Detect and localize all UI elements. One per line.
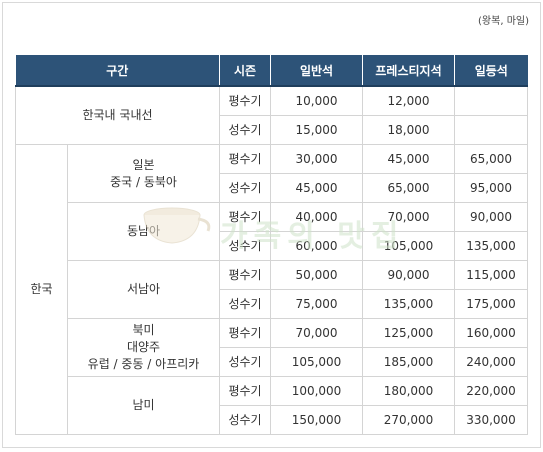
- economy-cell: 70,000: [270, 318, 363, 348]
- region-line: 동남아: [126, 224, 161, 238]
- header-first: 일등석: [454, 55, 528, 87]
- table-row: 성수기 105,000 185,000 240,000: [16, 347, 528, 377]
- season-cell: 성수기: [219, 347, 271, 377]
- region-line: 북미: [132, 323, 155, 337]
- first-cell: 135,000: [454, 231, 528, 261]
- region-line: 유럽 / 중동 / 아프리카: [87, 357, 200, 371]
- region-japan-china: 일본 중국 / 동북아: [67, 144, 220, 203]
- season-cell: 성수기: [219, 289, 271, 319]
- mileage-table: 구간 시즌 일반석 프레스티지석 일등석 한국내 국내선 평수기 10,000 …: [15, 55, 528, 435]
- prestige-cell: 12,000: [362, 85, 455, 116]
- economy-cell: 15,000: [270, 115, 363, 145]
- economy-cell: 60,000: [270, 231, 363, 261]
- prestige-cell: 105,000: [362, 231, 455, 261]
- table-row: 성수기 45,000 65,000 95,000: [16, 173, 528, 203]
- header-economy: 일반석: [270, 55, 363, 87]
- prestige-cell: 185,000: [362, 347, 455, 377]
- unit-note: (왕복, 마일): [478, 16, 529, 27]
- table-row: 동남아 평수기 40,000 70,000 90,000: [16, 202, 528, 261]
- season-cell: 성수기: [219, 405, 271, 435]
- prestige-cell: 180,000: [362, 376, 455, 406]
- first-cell: 160,000: [454, 318, 528, 348]
- first-cell: 115,000: [454, 260, 528, 290]
- season-cell: 평수기: [219, 85, 271, 116]
- season-cell: 성수기: [219, 173, 271, 203]
- first-cell: 95,000: [454, 173, 528, 203]
- first-cell: 90,000: [454, 202, 528, 232]
- prestige-cell: 125,000: [362, 318, 455, 348]
- region-line: 서남아: [126, 282, 161, 296]
- region-southwest-asia: 서남아: [67, 260, 220, 319]
- economy-cell: 100,000: [270, 376, 363, 406]
- first-cell: 65,000: [454, 144, 528, 174]
- route-korea: 한국: [15, 144, 68, 435]
- prestige-cell: 18,000: [362, 115, 455, 145]
- route-domestic: 한국내 국내선: [15, 85, 220, 145]
- economy-cell: 30,000: [270, 144, 363, 174]
- season-cell: 평수기: [219, 144, 271, 174]
- table-row: 성수기 150,000 270,000 330,000: [16, 405, 528, 435]
- first-cell: 175,000: [454, 289, 528, 319]
- region-southeast-asia: 동남아: [67, 202, 220, 261]
- season-cell: 평수기: [219, 318, 271, 348]
- prestige-cell: 65,000: [362, 173, 455, 203]
- economy-cell: 50,000: [270, 260, 363, 290]
- table-row: 한국 일본 중국 / 동북아 평수기 30,000 45,000 65,000: [15, 144, 528, 435]
- table-row: 북미 대양주 유럽 / 중동 / 아프리카 평수기 70,000 125,000…: [16, 318, 528, 377]
- season-cell: 평수기: [219, 376, 271, 406]
- region-line: 중국 / 동북아: [110, 174, 177, 189]
- region-line: 일본: [132, 157, 155, 172]
- first-cell: [454, 85, 528, 116]
- first-cell: 220,000: [454, 376, 528, 406]
- prestige-cell: 90,000: [362, 260, 455, 290]
- season-cell: 성수기: [219, 231, 271, 261]
- first-cell: 330,000: [454, 405, 528, 435]
- table-row: 한국내 국내선 평수기 10,000 12,000: [15, 85, 528, 145]
- header-season: 시즌: [219, 55, 271, 87]
- table-row: 남미 평수기 100,000 180,000 220,000: [16, 376, 528, 435]
- economy-cell: 40,000: [270, 202, 363, 232]
- economy-cell: 10,000: [270, 85, 363, 116]
- economy-cell: 150,000: [270, 405, 363, 435]
- season-cell: 평수기: [219, 202, 271, 232]
- region-south-america: 남미: [67, 376, 220, 435]
- prestige-cell: 70,000: [362, 202, 455, 232]
- region-line: 남미: [132, 398, 155, 412]
- header-prestige: 프레스티지석: [362, 55, 455, 87]
- table-row: 서남아 평수기 50,000 90,000 115,000: [16, 260, 528, 319]
- economy-cell: 75,000: [270, 289, 363, 319]
- prestige-cell: 135,000: [362, 289, 455, 319]
- prestige-cell: 45,000: [362, 144, 455, 174]
- first-cell: 240,000: [454, 347, 528, 377]
- region-americas-europe: 북미 대양주 유럽 / 중동 / 아프리카: [67, 318, 220, 377]
- economy-cell: 105,000: [270, 347, 363, 377]
- first-cell: [454, 115, 528, 145]
- header-route: 구간: [15, 55, 220, 87]
- region-line: 대양주: [126, 340, 161, 354]
- season-cell: 평수기: [219, 260, 271, 290]
- season-cell: 성수기: [219, 115, 271, 145]
- economy-cell: 45,000: [270, 173, 363, 203]
- prestige-cell: 270,000: [362, 405, 455, 435]
- table-row: 성수기 60,000 105,000 135,000: [16, 231, 528, 261]
